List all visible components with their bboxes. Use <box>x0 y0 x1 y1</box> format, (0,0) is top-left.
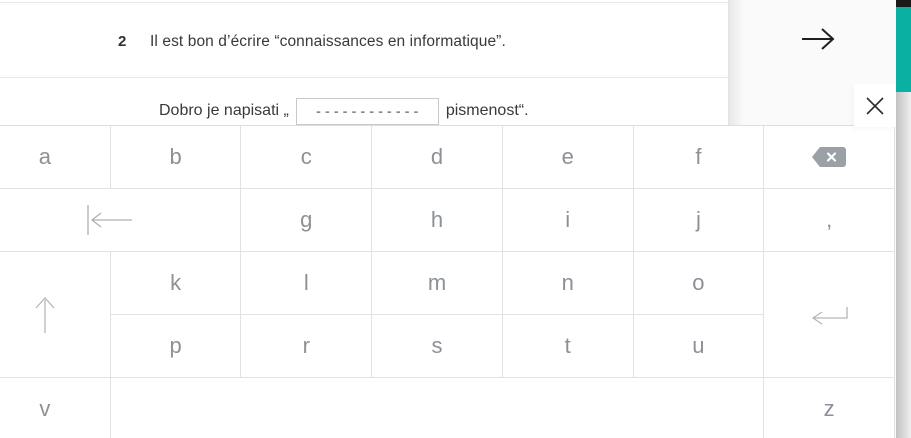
key-n[interactable]: n <box>502 252 634 315</box>
key-f[interactable]: f <box>633 126 765 189</box>
key-i[interactable]: i <box>502 189 634 252</box>
question-row: 2 Il est bon d’écrire “connaissances en … <box>0 3 728 78</box>
key-l[interactable]: l <box>241 252 373 315</box>
key-enter[interactable] <box>764 252 895 378</box>
close-button[interactable] <box>854 84 896 127</box>
key-v[interactable]: v <box>0 378 111 438</box>
key-k[interactable]: k <box>110 252 242 315</box>
answer-row: Dobro je napisati „ ------------ pismeno… <box>159 96 529 126</box>
answer-prefix: Dobro je napisati „ <box>159 102 289 119</box>
next-button[interactable] <box>794 19 842 59</box>
window-edge-black <box>896 0 911 7</box>
key-cursor-left[interactable] <box>0 189 242 252</box>
key-t[interactable]: t <box>502 315 634 378</box>
right-arrow-icon <box>802 28 835 50</box>
key-z[interactable]: z <box>764 378 895 438</box>
key-h[interactable]: h <box>372 189 503 252</box>
close-icon <box>866 96 884 115</box>
window-edge-shadow <box>896 92 911 438</box>
exercise-card: 2 Il est bon d’écrire “connaissances en … <box>0 0 729 127</box>
shift-arrow-up-icon <box>35 296 55 333</box>
key-d[interactable]: d <box>372 126 503 189</box>
key-space[interactable] <box>110 378 765 438</box>
key-u[interactable]: u <box>633 315 765 378</box>
key-p[interactable]: p <box>110 315 242 378</box>
answer-suffix: pismenost“. <box>445 102 529 119</box>
key-m[interactable]: m <box>372 252 503 315</box>
virtual-keyboard: a b c d e f g h i j , k l m <box>0 125 895 438</box>
question-prompt: Il est bon d’écrire “connaissances en in… <box>150 33 506 50</box>
window-edge-teal <box>896 7 911 92</box>
key-a[interactable]: a <box>0 126 111 189</box>
key-s[interactable]: s <box>372 315 503 378</box>
key-b[interactable]: b <box>110 126 242 189</box>
key-g[interactable]: g <box>241 189 373 252</box>
enter-return-icon <box>811 306 848 325</box>
left-arrow-to-bar-icon <box>87 205 133 235</box>
backspace-icon <box>812 147 847 167</box>
key-r[interactable]: r <box>241 315 373 378</box>
key-backspace[interactable] <box>764 126 895 189</box>
key-o[interactable]: o <box>633 252 765 315</box>
answer-blank-input[interactable]: ------------ <box>295 97 439 125</box>
key-comma[interactable]: , <box>764 189 895 252</box>
key-j[interactable]: j <box>633 189 765 252</box>
key-c[interactable]: c <box>241 126 373 189</box>
divider <box>0 2 728 3</box>
question-number: 2 <box>118 33 127 50</box>
key-e[interactable]: e <box>502 126 634 189</box>
key-shift[interactable] <box>0 252 111 378</box>
